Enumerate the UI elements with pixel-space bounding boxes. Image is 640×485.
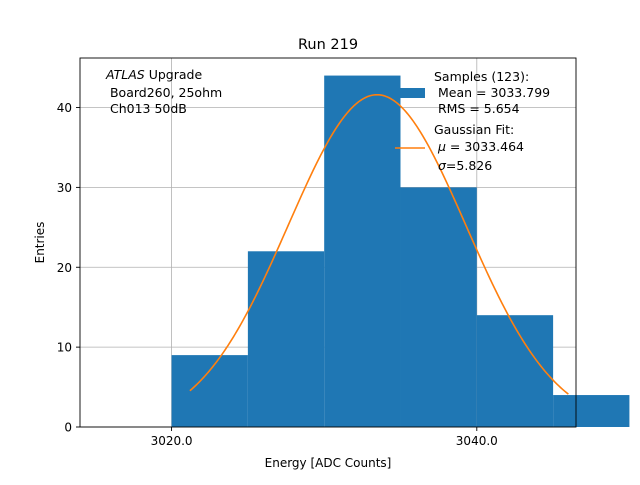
histogram-bar	[476, 315, 554, 427]
x-axis-ticks: 3020.0 3040.0	[151, 427, 498, 448]
legend-fit-line-1: Gaussian Fit:	[434, 122, 514, 137]
chart-title: Run 219	[298, 37, 358, 53]
x-axis-label: Energy [ADC Counts]	[265, 456, 392, 470]
legend-fit-sigma: σ=5.826	[434, 158, 492, 173]
y-tick-label-3: 30	[57, 181, 72, 195]
plot-frame	[79, 57, 577, 428]
histogram-bar	[400, 187, 477, 427]
histogram-bar	[553, 395, 630, 427]
annotation-upgrade: Upgrade	[145, 67, 203, 82]
y-tick-label-4: 40	[57, 101, 72, 115]
legend: Samples (123): Mean = 3033.799 RMS = 5.6…	[395, 69, 550, 173]
y-axis-label: Entries	[33, 222, 47, 264]
histogram-bar	[171, 355, 248, 427]
y-axis-ticks: 0 10 20 30 40	[57, 101, 80, 435]
y-tick-label-0: 0	[64, 421, 72, 435]
y-tick-label-2: 20	[57, 261, 72, 275]
legend-sigma-symbol: σ	[438, 158, 447, 173]
histogram-bars	[171, 75, 630, 428]
legend-samples-line-2: Mean = 3033.799	[434, 85, 550, 100]
y-tick-label-1: 10	[57, 341, 72, 355]
annotation-atlas: ATLAS	[105, 67, 145, 82]
x-tick-label-1: 3040.0	[456, 434, 498, 448]
legend-samples-line-1: Samples (123):	[434, 69, 529, 84]
legend-sigma-value: =5.826	[446, 158, 492, 173]
x-tick-label-0: 3020.0	[151, 434, 193, 448]
legend-mu-symbol: μ	[437, 139, 446, 154]
annotation-line-1: ATLAS Upgrade	[105, 67, 202, 82]
legend-samples-patch	[395, 88, 425, 98]
legend-samples-line-3: RMS = 5.654	[434, 101, 520, 116]
atlas-annotation: ATLAS Upgrade Board260, 25ohm Ch013 50dB	[105, 67, 222, 116]
legend-fit-mu: μ = 3033.464	[434, 139, 524, 154]
legend-mu-value: = 3033.464	[446, 139, 524, 154]
histogram-bar	[324, 75, 401, 428]
annotation-line-3: Ch013 50dB	[106, 101, 187, 116]
annotation-line-2: Board260, 25ohm	[106, 85, 222, 100]
gaussian-fit-curve	[189, 93, 569, 395]
histogram-bar	[247, 251, 325, 427]
